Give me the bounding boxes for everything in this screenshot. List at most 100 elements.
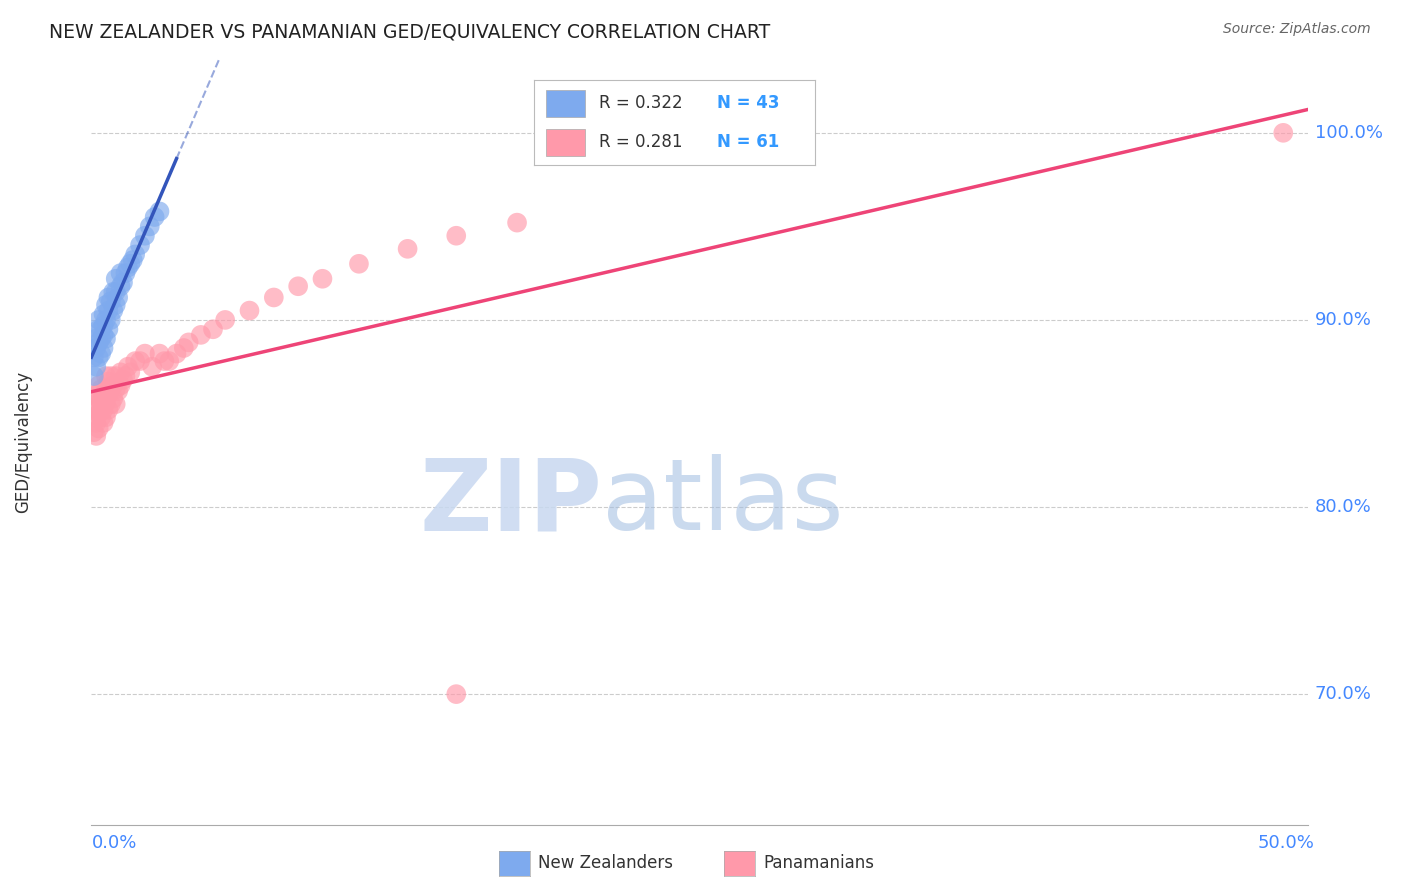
Point [114, 266, 136, 280]
Point [90, 382, 112, 396]
Point [83, 351, 105, 365]
Point [177, 335, 200, 350]
Point [97, 388, 120, 402]
Point [100, 313, 122, 327]
Text: 100.0%: 100.0% [1315, 124, 1384, 142]
Text: 80.0%: 80.0% [1315, 498, 1372, 516]
Point [153, 354, 176, 368]
Point [263, 290, 285, 304]
Text: R = 0.322: R = 0.322 [599, 95, 682, 112]
Point [117, 359, 139, 374]
Point [94, 382, 117, 396]
Point [90, 410, 112, 425]
Point [94, 332, 117, 346]
Point [100, 369, 122, 384]
Point [93, 307, 115, 321]
Point [124, 247, 146, 261]
Text: New Zealanders: New Zealanders [538, 855, 673, 872]
Point [103, 303, 125, 318]
Point [84, 429, 107, 443]
Point [287, 279, 309, 293]
Point [97, 290, 120, 304]
Point [110, 378, 132, 392]
Point [100, 397, 122, 411]
Point [97, 303, 120, 318]
Point [94, 298, 117, 312]
Point [120, 257, 142, 271]
Point [87, 378, 110, 392]
Point [141, 359, 163, 374]
Text: 0.0%: 0.0% [91, 834, 136, 852]
Text: atlas: atlas [602, 454, 844, 551]
Point [104, 285, 127, 299]
Point [97, 375, 120, 389]
Point [87, 407, 110, 421]
Point [87, 351, 110, 365]
Point [396, 242, 419, 256]
Point [87, 335, 110, 350]
Point [94, 313, 117, 327]
Point [202, 322, 225, 336]
Point [173, 341, 195, 355]
Point [104, 272, 127, 286]
Point [139, 219, 162, 234]
FancyBboxPatch shape [546, 128, 585, 156]
Point [134, 346, 156, 360]
Point [94, 395, 117, 409]
Point [100, 294, 122, 309]
FancyBboxPatch shape [546, 89, 585, 117]
Point [148, 346, 170, 360]
Point [90, 346, 112, 360]
Point [238, 303, 260, 318]
Point [190, 327, 212, 342]
Point [87, 322, 110, 336]
Point [83, 397, 105, 411]
Point [117, 260, 139, 275]
Point [97, 322, 120, 336]
Point [110, 266, 132, 280]
Point [103, 392, 125, 406]
Point [110, 365, 132, 379]
Point [93, 318, 115, 333]
Point [506, 216, 529, 230]
Point [120, 365, 142, 379]
Point [93, 416, 115, 430]
Point [157, 354, 180, 368]
Text: ZIP: ZIP [419, 454, 602, 551]
Point [104, 369, 127, 384]
Point [110, 279, 132, 293]
Point [1272, 126, 1295, 140]
Point [444, 228, 467, 243]
Text: 50.0%: 50.0% [1258, 834, 1315, 852]
Point [103, 285, 125, 299]
Point [87, 392, 110, 406]
Point [93, 388, 115, 402]
Point [104, 298, 127, 312]
Point [94, 410, 117, 425]
Point [93, 327, 115, 342]
Point [84, 388, 107, 402]
Point [129, 238, 152, 252]
Point [103, 378, 125, 392]
Point [90, 332, 112, 346]
Point [97, 402, 120, 417]
Point [84, 416, 107, 430]
Text: R = 0.281: R = 0.281 [599, 133, 682, 151]
Point [84, 359, 107, 374]
Text: N = 43: N = 43 [717, 95, 779, 112]
Point [87, 313, 110, 327]
Text: 70.0%: 70.0% [1315, 685, 1372, 703]
Point [121, 253, 143, 268]
Point [83, 425, 105, 440]
Point [444, 687, 467, 701]
Point [134, 228, 156, 243]
Point [104, 397, 127, 411]
Point [143, 210, 166, 224]
Point [107, 384, 129, 398]
Point [84, 341, 107, 355]
Point [90, 395, 112, 409]
Text: N = 61: N = 61 [717, 133, 779, 151]
Point [87, 421, 110, 435]
Point [124, 354, 146, 368]
Point [84, 402, 107, 417]
